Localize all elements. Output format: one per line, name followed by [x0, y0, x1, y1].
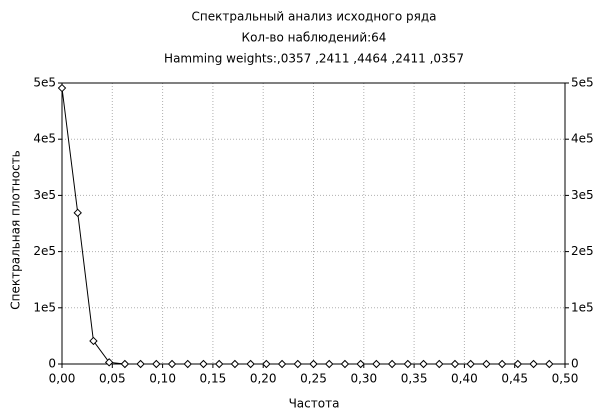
- annotation: Hamming weights:,0357 ,2411 ,4464 ,2411 …: [164, 52, 464, 66]
- data-point: [482, 359, 491, 369]
- x-tick-label: 0,35: [401, 372, 428, 386]
- y2-tick-label: 4e5: [571, 132, 594, 146]
- chart-title: Спектральный анализ исходного ряда: [192, 10, 437, 24]
- y-tick-label: 1e5: [33, 300, 56, 314]
- data-point: [466, 359, 475, 369]
- x-tick-label: 0,45: [501, 372, 528, 386]
- x-axis-label: Частота: [289, 397, 340, 411]
- y2-tick-label: 3e5: [571, 188, 594, 202]
- y2-tick-label: 5e5: [571, 76, 594, 90]
- data-point: [214, 359, 224, 369]
- data-point: [325, 359, 334, 369]
- y-tick-label: 2e5: [33, 244, 56, 258]
- data-point: [545, 359, 554, 369]
- x-tick-label: 0,00: [49, 372, 76, 386]
- data-point: [183, 359, 192, 369]
- data-point: [340, 359, 350, 369]
- data-point: [435, 359, 444, 369]
- x-tick-label: 0,05: [99, 372, 126, 386]
- chart-subtitle: Кол-во наблюдений:64: [242, 31, 387, 45]
- data-point: [104, 358, 114, 367]
- data-point: [167, 359, 177, 369]
- data-point: [529, 359, 538, 369]
- x-tick-label: 0,20: [250, 372, 277, 386]
- data-point: [403, 359, 413, 369]
- x-tick-label: 0,50: [552, 372, 579, 386]
- y-tick-label: 0: [48, 357, 56, 371]
- y2-tick-label: 2e5: [571, 244, 594, 258]
- data-point: [497, 359, 507, 369]
- x-tick-label: 0,15: [200, 372, 227, 386]
- data-point: [372, 359, 381, 369]
- data-point: [89, 336, 98, 346]
- y-tick-label: 3e5: [33, 188, 56, 202]
- data-point: [246, 359, 255, 369]
- x-tick-label: 0,40: [451, 372, 478, 386]
- y-tick-label: 4e5: [33, 132, 56, 146]
- x-tick-label: 0,10: [149, 372, 176, 386]
- data-point: [230, 359, 240, 369]
- data-point: [136, 359, 145, 369]
- data-point: [293, 359, 302, 369]
- data-point: [57, 83, 67, 93]
- data-point: [199, 359, 208, 369]
- data-point: [277, 359, 287, 369]
- data-point: [309, 359, 318, 369]
- data-point: [356, 359, 365, 369]
- data-point: [73, 208, 82, 218]
- data-point: [120, 359, 130, 369]
- y-axis-label: Спектральная плотность: [9, 150, 23, 310]
- y-tick-label: 5e5: [33, 76, 56, 90]
- data-point: [262, 359, 271, 369]
- data-point: [387, 359, 397, 369]
- y2-tick-label: 1e5: [571, 300, 594, 314]
- data-point: [152, 359, 161, 369]
- data-point: [419, 359, 428, 369]
- data-point: [513, 359, 523, 369]
- x-tick-label: 0,25: [300, 372, 327, 386]
- y2-tick-label: 0: [571, 357, 579, 371]
- data-point: [450, 359, 460, 369]
- x-tick-label: 0,30: [350, 372, 377, 386]
